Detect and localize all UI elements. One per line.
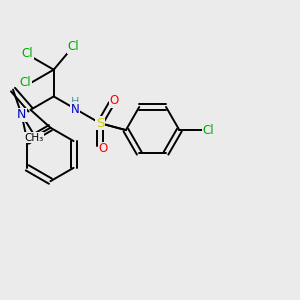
Text: Cl: Cl: [68, 40, 80, 53]
Text: Cl: Cl: [20, 76, 31, 89]
Text: CH₃: CH₃: [24, 133, 44, 143]
Text: N: N: [17, 108, 26, 122]
Text: S: S: [96, 117, 104, 130]
Text: N: N: [71, 103, 80, 116]
Text: O: O: [98, 142, 108, 155]
Text: O: O: [110, 94, 119, 107]
Text: Cl: Cl: [202, 124, 214, 136]
Text: Cl: Cl: [21, 47, 33, 60]
Text: H: H: [71, 98, 80, 107]
